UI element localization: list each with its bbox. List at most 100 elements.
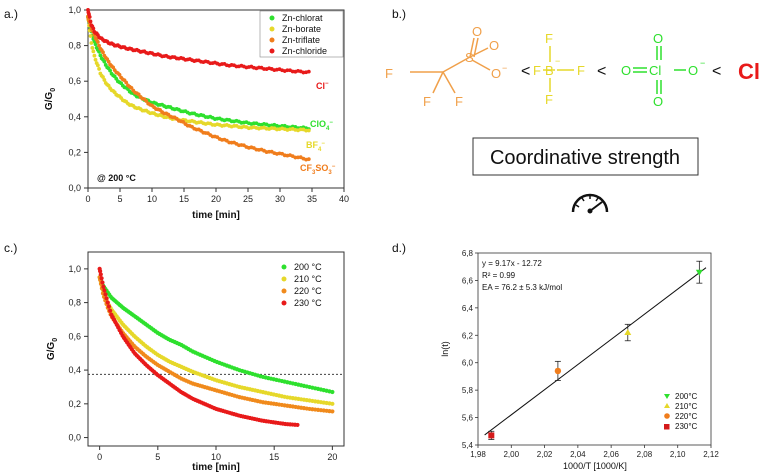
- chart-a-temperature-annotation: @ 200 °C: [97, 173, 136, 183]
- legend-d-200-marker: [664, 394, 670, 399]
- chart-c-ylabel: G/G0: [46, 338, 59, 360]
- chart-a-ytick-label: 0,6: [68, 76, 81, 86]
- legend-210-label: 210 °C: [294, 274, 322, 284]
- chart-a-point: [108, 68, 113, 73]
- triflate-f3: F: [455, 94, 463, 109]
- less-than-3: <: [712, 63, 721, 80]
- legend-200-label: 200 °C: [294, 262, 322, 272]
- chart-c-point: [330, 401, 335, 406]
- chart-a-point: [124, 80, 129, 85]
- perchlorate-o4: O: [653, 94, 663, 109]
- chart-a-point: [90, 45, 95, 50]
- chart-a-xtick-label: 25: [243, 194, 253, 204]
- chart-c-xtick-label: 15: [269, 452, 279, 462]
- chart-a-point: [106, 59, 111, 64]
- chart-c-point: [330, 389, 335, 395]
- chart-c-point: [102, 288, 107, 293]
- chart-a-ytick-label: 0,8: [68, 41, 81, 51]
- chart-c-ytick-label: 0,2: [68, 399, 81, 409]
- chart-d-xtick-label: 2,00: [503, 450, 519, 459]
- chart-c-point: [108, 308, 113, 313]
- legend-d-230-label: 230°C: [675, 422, 698, 431]
- legend-d-220-label: 220°C: [675, 412, 698, 421]
- coordination-scheme: F F F S O O O − < F F F F B − <: [385, 24, 760, 214]
- perchlorate-charge: −: [700, 58, 705, 68]
- chart-a-ytick-label: 0,2: [68, 147, 81, 157]
- chart-d-marker: [695, 269, 703, 276]
- chart-a-point: [97, 43, 101, 48]
- chart-c-xtick-label: 5: [155, 452, 160, 462]
- chart-a-point: [91, 49, 96, 54]
- chart-a-series-zn-triflate: [86, 14, 311, 162]
- ion-label-tetrafluoroborate: BF4−: [306, 140, 325, 153]
- chart-c-ytick-label: 0,8: [68, 298, 81, 308]
- chart-a-point: [95, 63, 100, 68]
- chart-c-series-230: [97, 266, 300, 428]
- legend-triflate-marker: [269, 37, 275, 43]
- borate-charge: −: [555, 56, 560, 66]
- chart-d-point-200: [695, 260, 703, 284]
- chart-a-xtick-label: 30: [275, 194, 285, 204]
- chart-c-xtick-label: 10: [211, 452, 221, 462]
- chart-c-xtick-label: 20: [327, 452, 337, 462]
- chart-d-xtick-label: 2,08: [637, 450, 653, 459]
- chart-a-point: [87, 15, 92, 19]
- chart-d-ytick-label: 6,6: [462, 276, 474, 285]
- chart-a-xtick-label: 40: [339, 194, 349, 204]
- legend-d-210-marker: [664, 403, 670, 408]
- legend-chloride-marker: [269, 48, 275, 54]
- chart-c-ytick-label: 0,4: [68, 365, 81, 375]
- chart-d-ytick-label: 5,4: [462, 441, 474, 450]
- chart-c-point: [295, 422, 300, 428]
- chart-c-point: [103, 292, 108, 297]
- chart-c-point: [330, 409, 335, 414]
- legend-chlorat-label: Zn-chlorat: [282, 13, 323, 23]
- chart-d-point-230: [488, 430, 495, 440]
- chart-c-legend: 200 °C 210 °C 220 °C 230 °C: [281, 262, 322, 308]
- chart-d-fit-equation: y = 9.17x - 12.72: [482, 259, 542, 268]
- triflate-f2: F: [423, 94, 431, 109]
- chart-a-xtick-label: 5: [117, 194, 122, 204]
- panel-label-b: b.): [392, 7, 406, 21]
- chart-d-ytick-label: 6,4: [462, 304, 474, 313]
- chart-a-point: [92, 53, 97, 58]
- chart-a-ytick-label: 0,4: [68, 112, 81, 122]
- chart-c-point: [104, 296, 109, 301]
- chart-a-ytick-label: 0,0: [68, 183, 81, 193]
- triflate-f1: F: [385, 66, 393, 81]
- chart-a-point: [95, 40, 100, 44]
- chart-d-point-210: [624, 323, 632, 342]
- less-than-1: <: [521, 63, 530, 80]
- chart-a-point: [144, 99, 149, 103]
- chart-c-ytick-label: 0,6: [68, 331, 81, 341]
- chart-a-ylabel: G/G0: [44, 88, 57, 110]
- coordinative-strength-label: Coordinative strength: [490, 147, 680, 169]
- chart-d-fit-line: [484, 267, 707, 436]
- chart-a-series-zn-borate: [86, 14, 311, 133]
- chart-a-ytick-label: 1,0: [68, 5, 81, 15]
- chart-a-point: [88, 34, 93, 38]
- ion-label-chloride: Cl−: [316, 81, 329, 91]
- chart-a-xtick-label: 10: [147, 194, 157, 204]
- chart-c-point: [98, 272, 103, 277]
- chart-c-ytick-label: 0,0: [68, 433, 81, 443]
- chart-c-point: [106, 304, 112, 309]
- ion-label-triflate: CF3SO3−: [300, 163, 336, 176]
- chart-d-marker: [554, 367, 562, 375]
- legend-d-220-marker: [664, 413, 670, 419]
- legend-borate-marker: [269, 26, 275, 32]
- chart-a-point: [91, 26, 96, 31]
- chart-d-arrhenius: 1,98 2,00 2,02 2,04 2,06 2,08 2,10 2,12 5,4 5,6 5…: [440, 249, 719, 471]
- chart-c-point: [99, 276, 104, 281]
- borate-f1: F: [545, 31, 553, 46]
- chart-a-point: [298, 127, 303, 132]
- chart-c-point: [101, 284, 106, 289]
- panel-label-d: d.): [392, 241, 406, 255]
- speedometer-icon: [571, 193, 609, 214]
- perchlorate-o1: O: [653, 31, 663, 46]
- chart-a-legend: Zn-chlorat Zn-borate Zn-triflate Zn-chlo…: [259, 10, 344, 58]
- chart-d-marker: [624, 329, 632, 336]
- chart-a-point: [306, 128, 311, 133]
- chart-a-point: [102, 59, 107, 64]
- chart-a-xtick-label: 15: [179, 194, 189, 204]
